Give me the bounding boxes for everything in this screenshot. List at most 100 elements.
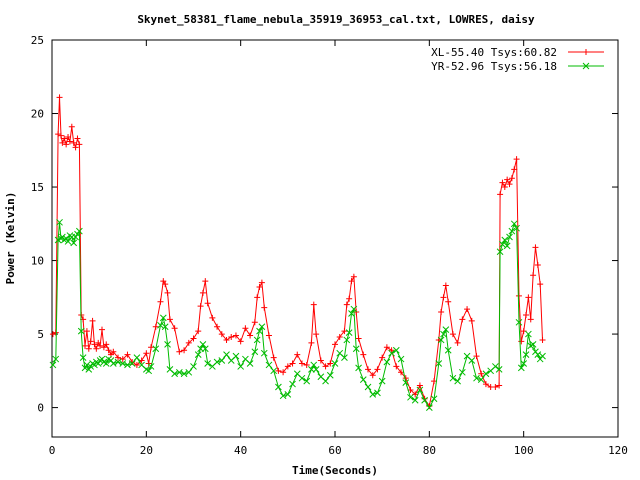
data-point xyxy=(464,306,471,313)
data-point xyxy=(326,371,334,379)
data-point xyxy=(246,360,254,367)
data-point xyxy=(317,357,324,364)
data-point xyxy=(171,370,178,378)
data-point xyxy=(83,361,91,369)
data-point xyxy=(527,316,534,323)
data-point xyxy=(89,317,96,324)
data-point xyxy=(275,383,282,391)
data-point xyxy=(345,329,353,336)
data-point xyxy=(365,366,372,373)
data-point xyxy=(185,368,193,376)
data-point xyxy=(201,345,209,353)
data-point xyxy=(85,345,92,352)
data-point xyxy=(473,374,480,382)
data-point xyxy=(492,363,499,370)
data-point xyxy=(57,132,64,139)
data-point xyxy=(499,241,506,248)
data-point xyxy=(397,355,405,363)
data-point xyxy=(322,363,329,370)
data-point xyxy=(440,294,447,301)
data-point xyxy=(327,360,334,367)
data-point xyxy=(359,376,367,384)
data-point xyxy=(369,391,377,398)
data-point xyxy=(332,341,338,348)
data-point xyxy=(103,341,110,348)
data-point xyxy=(190,335,197,342)
data-point xyxy=(270,354,277,361)
data-point xyxy=(341,354,348,361)
data-point xyxy=(102,360,110,367)
data-point xyxy=(511,166,518,173)
data-point xyxy=(416,386,424,394)
data-point xyxy=(114,358,122,366)
data-point xyxy=(251,319,258,326)
data-point xyxy=(442,282,449,289)
data-point xyxy=(253,336,261,344)
data-point xyxy=(398,369,405,376)
data-point xyxy=(213,358,221,366)
x-axis-ticks: 0 20 40 60 80 100 120 xyxy=(49,40,628,457)
data-point xyxy=(280,369,287,376)
data-point xyxy=(445,298,452,305)
data-point xyxy=(407,393,414,401)
data-point xyxy=(501,184,508,191)
data-point xyxy=(350,273,357,280)
data-point xyxy=(518,338,525,345)
data-point xyxy=(534,351,542,359)
data-point xyxy=(532,244,539,251)
data-point xyxy=(56,94,63,101)
data-point xyxy=(437,336,445,344)
data-point xyxy=(76,141,83,148)
data-point xyxy=(294,351,301,358)
data-point xyxy=(517,364,525,372)
data-point xyxy=(539,336,546,343)
data-point xyxy=(440,330,447,338)
data-point xyxy=(503,242,511,250)
y-tick-label: 5 xyxy=(37,328,44,341)
data-point xyxy=(164,289,171,296)
data-point xyxy=(284,391,292,398)
data-point xyxy=(393,363,400,370)
data-point xyxy=(348,278,355,285)
data-point xyxy=(482,370,490,378)
data-point xyxy=(91,341,98,348)
data-point xyxy=(530,272,537,279)
data-point xyxy=(492,384,499,391)
data-point xyxy=(508,227,516,235)
data-point xyxy=(209,314,216,321)
data-point xyxy=(157,298,164,305)
data-point xyxy=(343,301,350,308)
data-point xyxy=(308,366,315,373)
data-point xyxy=(176,348,183,355)
data-point xyxy=(388,347,395,354)
data-point xyxy=(49,331,56,338)
data-point xyxy=(416,382,423,389)
data-point xyxy=(261,304,268,311)
data-point xyxy=(392,346,400,354)
plot-area-border xyxy=(51,39,619,438)
data-point xyxy=(152,345,160,353)
data-point xyxy=(310,361,318,369)
y-tick-label: 10 xyxy=(31,255,44,268)
data-point xyxy=(254,294,261,301)
data-point xyxy=(180,370,188,378)
data-point xyxy=(223,351,230,359)
data-point xyxy=(298,360,305,367)
data-point xyxy=(438,309,445,316)
data-point xyxy=(468,317,475,324)
data-point xyxy=(59,233,66,241)
data-point xyxy=(202,278,209,285)
series-layer xyxy=(49,94,546,411)
data-point xyxy=(204,300,211,307)
legend-marker xyxy=(582,62,590,70)
data-point xyxy=(79,354,87,361)
data-point xyxy=(76,227,83,235)
series-1 xyxy=(49,218,546,411)
data-point xyxy=(218,357,226,364)
data-point xyxy=(77,327,85,335)
data-point xyxy=(508,175,515,182)
data-point xyxy=(110,348,117,355)
x-tick-label: 40 xyxy=(234,444,247,457)
data-point xyxy=(260,349,268,357)
data-point xyxy=(228,334,235,341)
